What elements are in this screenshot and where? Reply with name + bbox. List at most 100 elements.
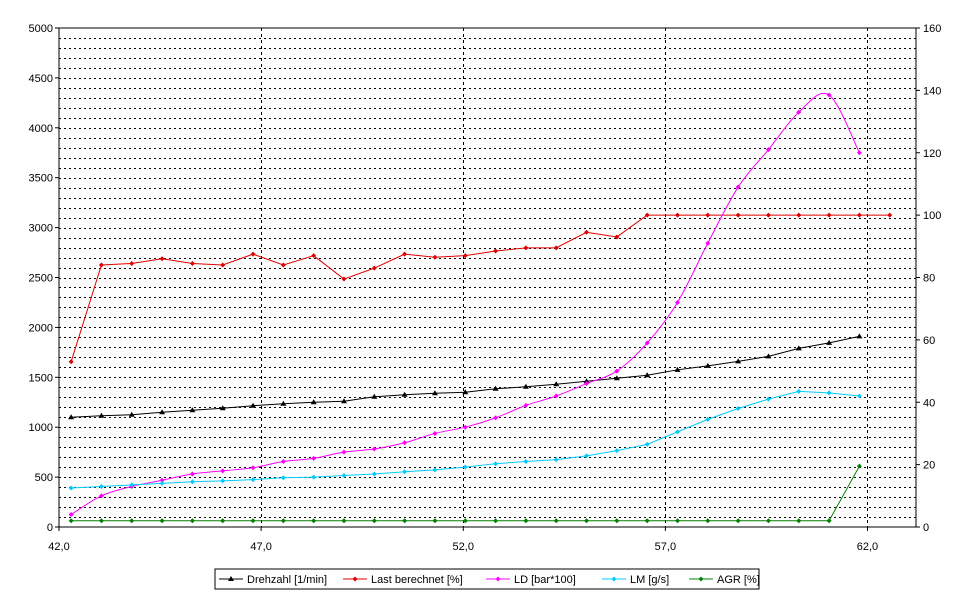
left-axis-tick-label: 500	[35, 472, 53, 484]
data-point	[98, 493, 104, 499]
data-point	[98, 412, 105, 418]
data-point	[493, 461, 499, 467]
data-point	[341, 276, 347, 282]
series-line	[71, 390, 860, 489]
data-point	[765, 353, 772, 359]
data-point	[523, 402, 529, 408]
data-point	[644, 441, 650, 447]
data-point	[856, 393, 862, 399]
data-point	[583, 378, 590, 384]
data-point	[826, 390, 832, 396]
data-point	[280, 400, 287, 406]
x-axis-tick-label: 62,0	[857, 541, 878, 553]
data-point	[674, 518, 680, 524]
series-drehzahl-1-min	[68, 333, 863, 420]
x-axis-tick-label: 52,0	[453, 541, 474, 553]
data-point	[553, 393, 559, 399]
data-point	[644, 372, 651, 378]
data-point	[492, 385, 499, 391]
data-point	[68, 512, 74, 518]
data-point	[341, 449, 347, 455]
series-line	[71, 335, 860, 418]
data-point	[462, 424, 468, 430]
data-point	[341, 518, 347, 524]
data-point	[341, 473, 347, 479]
data-point	[402, 518, 408, 524]
data-point	[523, 518, 529, 524]
data-point	[735, 405, 741, 411]
data-point	[220, 518, 226, 524]
data-point	[644, 340, 650, 346]
data-point	[129, 518, 135, 524]
data-point	[765, 518, 771, 524]
right-axis-tick-label: 100	[923, 210, 941, 222]
data-point	[705, 416, 711, 422]
data-point	[674, 299, 680, 305]
right-axis-tick-label: 140	[923, 85, 941, 97]
data-point	[644, 212, 650, 218]
data-point	[189, 479, 195, 485]
left-axis-tick-label: 2500	[29, 273, 53, 285]
data-point	[220, 468, 226, 474]
data-point	[280, 518, 286, 524]
left-axis-tick-label: 3500	[29, 173, 53, 185]
data-point	[280, 459, 286, 465]
data-point	[584, 453, 590, 459]
axes: 0500100015002000250030003500400045005000…	[29, 23, 942, 553]
data-point	[250, 251, 256, 257]
left-axis-tick-label: 4500	[29, 73, 53, 85]
data-point	[584, 229, 590, 235]
left-axis-tick-label: 5000	[29, 23, 53, 35]
series-line	[70, 214, 890, 362]
data-point	[311, 518, 317, 524]
data-point	[432, 467, 438, 473]
x-axis-tick-label: 47,0	[250, 541, 271, 553]
data-point	[310, 399, 317, 405]
data-point	[735, 184, 741, 190]
data-point	[401, 391, 408, 397]
legend-swatch-marker	[611, 576, 617, 582]
data-point	[371, 446, 377, 452]
data-point	[462, 518, 468, 524]
x-axis-tick-label: 57,0	[655, 541, 676, 553]
right-axis-tick-label: 160	[923, 23, 941, 35]
data-point	[826, 339, 833, 345]
legend-swatch-marker	[495, 576, 501, 582]
data-point	[68, 518, 74, 524]
data-point	[584, 381, 590, 387]
data-point	[68, 485, 74, 491]
data-point	[796, 212, 802, 218]
legend-entry: AGR [%]	[717, 574, 760, 586]
left-axis-tick-label: 1500	[29, 372, 53, 384]
data-point	[705, 212, 711, 218]
data-point	[493, 518, 499, 524]
data-point	[371, 393, 378, 399]
grid	[59, 28, 916, 527]
series	[68, 92, 893, 524]
data-point	[371, 471, 377, 477]
data-point	[493, 248, 499, 254]
data-point	[523, 459, 529, 465]
left-axis-tick-label: 1000	[29, 422, 53, 434]
data-point	[462, 464, 468, 470]
left-axis-tick-label: 4000	[29, 123, 53, 135]
data-point	[674, 212, 680, 218]
right-axis-tick-label: 0	[923, 522, 929, 534]
data-point	[159, 477, 165, 483]
data-point	[462, 253, 468, 259]
series-ld-bar-100	[68, 92, 862, 518]
right-axis-tick-label: 80	[923, 273, 935, 285]
legend-swatch-marker	[228, 576, 234, 581]
data-point	[826, 212, 832, 218]
right-axis-tick-label: 120	[923, 148, 941, 160]
data-point	[765, 396, 771, 402]
data-point	[856, 333, 863, 339]
data-point	[674, 429, 680, 435]
legend-entry: Last berechnet [%]	[371, 574, 463, 586]
data-point	[796, 518, 802, 524]
data-point	[584, 518, 590, 524]
data-point	[128, 411, 135, 417]
data-point	[189, 260, 195, 266]
data-point	[280, 262, 286, 268]
